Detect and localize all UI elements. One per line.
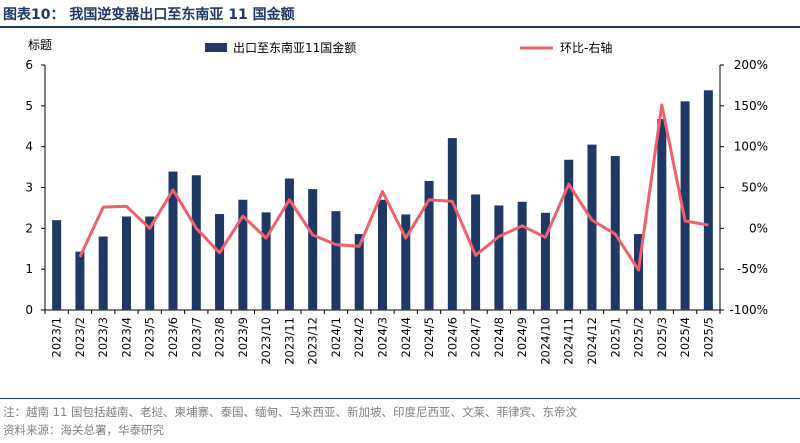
- x-tick-label: 2025/1: [608, 317, 622, 357]
- footer-divider: [0, 398, 800, 399]
- bar: [168, 171, 178, 310]
- x-tick-label: 2024/12: [585, 317, 599, 365]
- bar: [378, 199, 387, 310]
- x-tick-label: 2023/9: [236, 317, 250, 357]
- source-note: 资料来源：海关总署，华泰研究: [3, 423, 164, 437]
- x-tick-label: 2023/3: [96, 317, 110, 357]
- bar: [703, 90, 713, 310]
- x-tick-label: 2025/5: [701, 317, 715, 357]
- bar: [284, 178, 294, 310]
- legend-bar-label: 出口至东南亚11国金额: [233, 40, 356, 55]
- bar: [261, 212, 271, 310]
- bar: [447, 138, 457, 310]
- bar: [657, 118, 667, 311]
- chart: 0 1 2 3 4 5 6 -100% -50% 0% 50% 100% 150% 200% 标题 2023/…: [25, 38, 768, 365]
- bar: [517, 201, 527, 310]
- x-tick-label: 2024/4: [399, 317, 413, 357]
- y-axis-label: 标题: [28, 38, 52, 52]
- x-tick-label: 2023/7: [189, 317, 203, 357]
- title-divider: [0, 26, 800, 28]
- x-tick-label: 2024/5: [422, 317, 436, 357]
- bar: [680, 101, 690, 310]
- bar: [308, 189, 318, 310]
- x-tick-label: 2023/10: [259, 317, 273, 365]
- y-tick-label-right: 50%: [741, 181, 768, 195]
- x-tick-label: 2025/2: [632, 317, 646, 357]
- footnote: 注：越南 11 国包括越南、老挝、柬埔寨、泰国、缅甸、马来西亚、新加坡、印度尼西…: [3, 405, 577, 419]
- bar: [634, 234, 644, 310]
- y-tick-label-left: 6: [25, 58, 33, 72]
- bar: [191, 175, 201, 310]
- bar: [401, 214, 411, 310]
- y-tick-label-left: 5: [25, 99, 33, 113]
- x-tick-label: 2024/9: [515, 317, 529, 357]
- y-tick-label-right: -100%: [729, 303, 768, 317]
- x-tick-label: 2023/5: [143, 317, 157, 357]
- bar: [564, 159, 574, 310]
- x-tick-label: 2024/7: [469, 317, 483, 357]
- x-tick-label: 2023/12: [306, 317, 320, 365]
- bar: [540, 212, 550, 310]
- legend-bar-swatch: [205, 43, 227, 52]
- x-tick-label: 2024/3: [376, 317, 390, 357]
- y-tick-label-left: 1: [25, 262, 33, 276]
- x-tick-label: 2023/8: [213, 317, 227, 357]
- y-tick-label-right: 0%: [749, 221, 768, 235]
- x-tick-label: 2023/11: [282, 317, 296, 365]
- bar: [215, 214, 225, 310]
- y-tick-label-right: 150%: [734, 99, 768, 113]
- x-tick-label: 2024/8: [492, 317, 506, 357]
- y-tick-label-right: -50%: [737, 262, 768, 276]
- bar: [331, 211, 341, 310]
- y-tick-label-right: 100%: [734, 140, 768, 154]
- y-tick-label-left: 2: [25, 221, 33, 235]
- y-tick-label-left: 4: [25, 140, 33, 154]
- bar: [145, 216, 155, 310]
- y-tick-label-left: 3: [25, 181, 33, 195]
- x-tick-label: 2024/11: [562, 317, 576, 365]
- x-tick-label: 2024/6: [445, 317, 459, 357]
- bar: [75, 251, 85, 310]
- x-tick-label: 2023/2: [73, 317, 87, 357]
- x-tick-label: 2024/1: [329, 317, 343, 357]
- bar: [238, 199, 248, 310]
- line-series-mom: [78, 103, 709, 272]
- figure-title: 图表10： 我国逆变器出口至东南亚 11 国金额: [3, 7, 295, 23]
- legend-line-label: 环比-右轴: [560, 40, 612, 55]
- x-tick-label: 2023/1: [50, 317, 64, 357]
- x-tick-label: 2025/3: [655, 317, 669, 357]
- x-tick-label: 2024/2: [352, 317, 366, 357]
- figure-title-row: 图表10： 我国逆变器出口至东南亚 11 国金额: [0, 0, 800, 26]
- x-tick-label: 2024/10: [538, 317, 552, 365]
- y-tick-label-right: 200%: [734, 58, 768, 72]
- bar: [98, 236, 108, 310]
- bar: [424, 180, 434, 310]
- bar: [587, 144, 597, 310]
- bar: [354, 234, 364, 310]
- x-tick-label: 2025/4: [678, 317, 692, 357]
- bar: [52, 220, 62, 310]
- y-tick-label-left: 0: [25, 303, 33, 317]
- bar: [121, 216, 131, 310]
- bar: [494, 205, 504, 310]
- x-tick-label: 2023/6: [166, 317, 180, 357]
- x-tick-label: 2023/4: [119, 317, 133, 357]
